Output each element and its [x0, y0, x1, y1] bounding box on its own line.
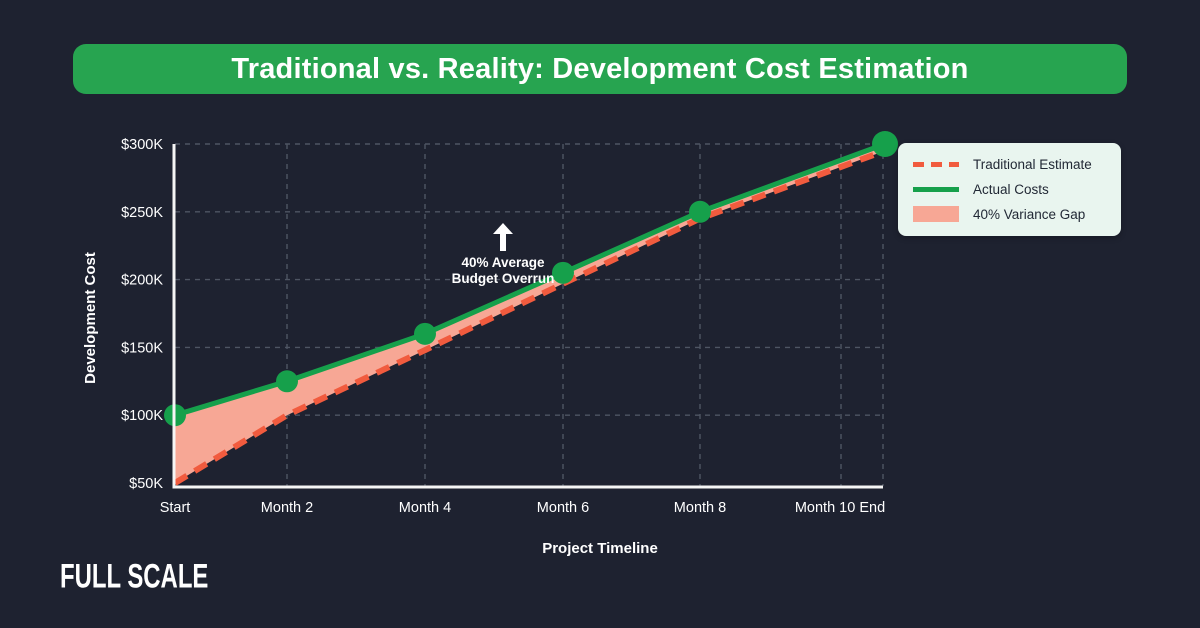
legend-item-variance-gap: 40% Variance Gap: [898, 206, 1121, 223]
traditional-estimate-line: [173, 147, 887, 486]
x-axis-tick-labels: Start Month 2 Month 4 Month 6 Month 8 Month 1…: [160, 500, 885, 516]
svg-text:Month 4: Month 4: [399, 500, 451, 516]
page-title: Traditional vs. Reality: Development Cos…: [73, 44, 1127, 94]
annotation-line-1: 40% Average: [461, 255, 545, 270]
dashed-line-swatch-icon: [913, 161, 959, 167]
svg-text:Month 8: Month 8: [674, 500, 726, 516]
svg-text:$100K: $100K: [121, 408, 163, 424]
svg-text:Start: Start: [160, 500, 191, 516]
legend-label: Traditional Estimate: [973, 156, 1092, 172]
variance-gap-area: [175, 144, 885, 483]
svg-text:$300K: $300K: [121, 137, 163, 153]
up-arrow-icon: [493, 223, 513, 251]
solid-line-swatch-icon: [913, 186, 959, 192]
legend-item-actual-costs: Actual Costs: [898, 182, 1121, 197]
svg-text:Month 10 End: Month 10 End: [795, 500, 885, 516]
legend-label: Actual Costs: [973, 181, 1049, 197]
data-point-markers: [164, 131, 898, 427]
legend-item-traditional-estimate: Traditional Estimate: [898, 157, 1121, 172]
full-scale-logo: FULL SCALE: [60, 556, 209, 596]
svg-text:$150K: $150K: [121, 340, 163, 356]
svg-text:$250K: $250K: [121, 205, 163, 221]
svg-text:Month 6: Month 6: [537, 500, 589, 516]
svg-text:Month 2: Month 2: [261, 500, 313, 516]
chart-legend: Traditional Estimate Actual Costs 40% Va…: [898, 143, 1121, 236]
svg-text:$200K: $200K: [121, 273, 163, 289]
annotation-line-2: Budget Overrun: [451, 271, 555, 286]
svg-text:$50K: $50K: [129, 476, 163, 492]
budget-overrun-annotation: 40% Average Budget Overrun: [433, 223, 573, 287]
actual-costs-line: [174, 141, 886, 418]
legend-label: 40% Variance Gap: [973, 206, 1086, 222]
area-swatch-icon: [913, 206, 959, 223]
axis-lines: [172, 144, 883, 489]
y-axis-tick-labels: $50K $100K $150K $200K $250K $300K: [121, 137, 163, 492]
gridlines: [175, 143, 884, 486]
x-axis-title: Project Timeline: [542, 540, 658, 557]
y-axis-title: Development Cost: [82, 252, 99, 384]
